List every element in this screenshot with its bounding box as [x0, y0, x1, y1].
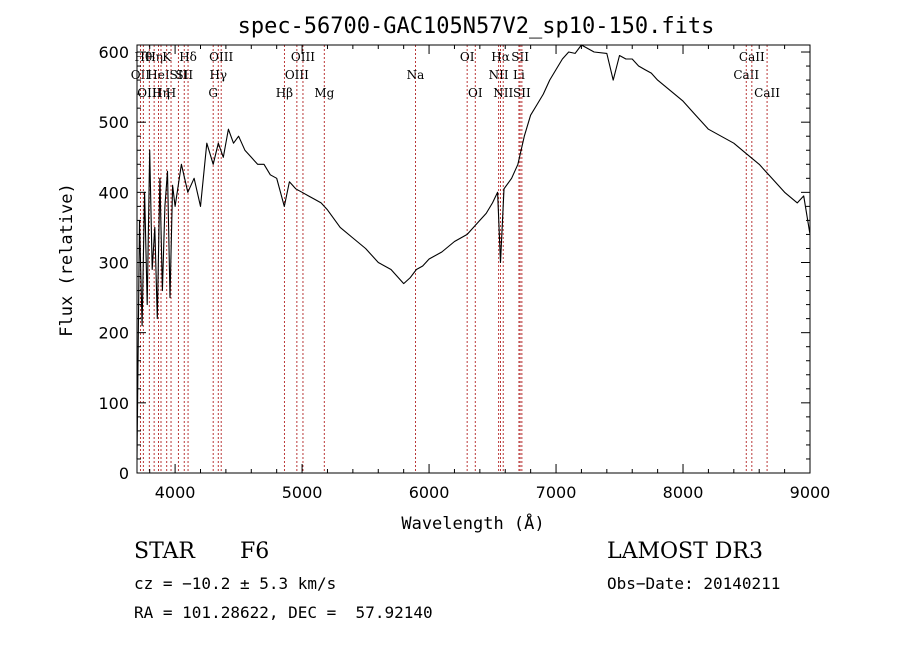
- line-marker-label: CaII: [733, 68, 759, 82]
- x-tick-label: 4000: [155, 483, 196, 502]
- line-marker-label: Hβ: [276, 86, 293, 100]
- series-line-spectrum: [136, 44, 811, 460]
- object-subclass: F6: [240, 539, 270, 564]
- line-marker-label: OIII: [209, 50, 233, 64]
- line-marker-label: Na: [407, 68, 425, 82]
- x-tick-label: 8000: [663, 483, 704, 502]
- coordinates: RA = 101.28622, DEC = 57.92140: [134, 603, 433, 622]
- x-axis-label: Wavelength (Å): [401, 512, 544, 534]
- object-class: STAR: [134, 539, 195, 564]
- observation-date: Obs−Date: 20140211: [607, 574, 781, 593]
- x-tick-label: 7000: [536, 483, 577, 502]
- x-tick-label: 9000: [790, 483, 831, 502]
- line-marker-label: CaII: [739, 50, 765, 64]
- line-marker-label: H: [166, 86, 176, 100]
- x-tick-label: 5000: [282, 483, 323, 502]
- line-marker-label: OII: [131, 68, 151, 82]
- line-marker-label: OI: [468, 86, 483, 100]
- line-marker-label: OIII: [291, 50, 315, 64]
- y-tick-label: 100: [98, 394, 129, 413]
- x-tick-label: 6000: [409, 483, 450, 502]
- y-tick-label: 300: [98, 254, 129, 273]
- line-marker-label: Hγ: [209, 68, 227, 82]
- line-marker-label: OIII: [137, 86, 161, 100]
- line-marker-label: CaII: [754, 86, 780, 100]
- redshift-velocity: cz = −10.2 ± 5.3 km/s: [134, 574, 337, 593]
- y-tick-label: 0: [119, 464, 129, 483]
- line-marker-label: OIII: [285, 68, 309, 82]
- survey-name: LAMOST DR3: [607, 539, 763, 564]
- y-tick-label: 200: [98, 324, 129, 343]
- line-marker-label: Hδ: [179, 50, 197, 64]
- line-marker-label: Hθ: [134, 50, 152, 64]
- line-marker-label: SII: [170, 68, 188, 82]
- line-markers: OIIHθOIIIHηHeIHηKHSIIHδSIIGHγOIIIHβOIIIO…: [131, 45, 780, 473]
- line-marker-label: Li: [513, 68, 525, 82]
- y-tick-label: 500: [98, 113, 129, 132]
- line-marker-label: OI: [460, 50, 475, 64]
- line-marker-label: Mg: [314, 86, 334, 100]
- line-marker-label: NII: [493, 86, 513, 100]
- line-marker-label: SII: [513, 86, 531, 100]
- y-axis-label: Flux (relative): [57, 183, 77, 337]
- chart-title: spec-56700-GAC105N57V2_sp10-150.fits: [238, 14, 715, 39]
- line-marker-label: Hη: [152, 86, 170, 100]
- y-tick-label: 600: [98, 43, 129, 62]
- line-marker-label: Hα: [491, 50, 510, 64]
- line-marker-label: G: [208, 86, 218, 100]
- line-marker-label: K: [162, 50, 172, 64]
- y-axis: 0 100 200 300 400 500 600: [98, 43, 810, 483]
- plot-frame: [136, 44, 811, 474]
- line-marker-label: Hη: [145, 50, 163, 64]
- spectrum-series: [136, 44, 811, 460]
- line-marker-label: HeI: [147, 68, 170, 82]
- x-axis: 4000 5000 6000 7000 8000 9000: [149, 45, 831, 502]
- line-marker-label: SII: [511, 50, 529, 64]
- line-marker-label: SII: [175, 68, 193, 82]
- y-tick-label: 400: [98, 183, 129, 202]
- line-marker-label: NII: [489, 68, 509, 82]
